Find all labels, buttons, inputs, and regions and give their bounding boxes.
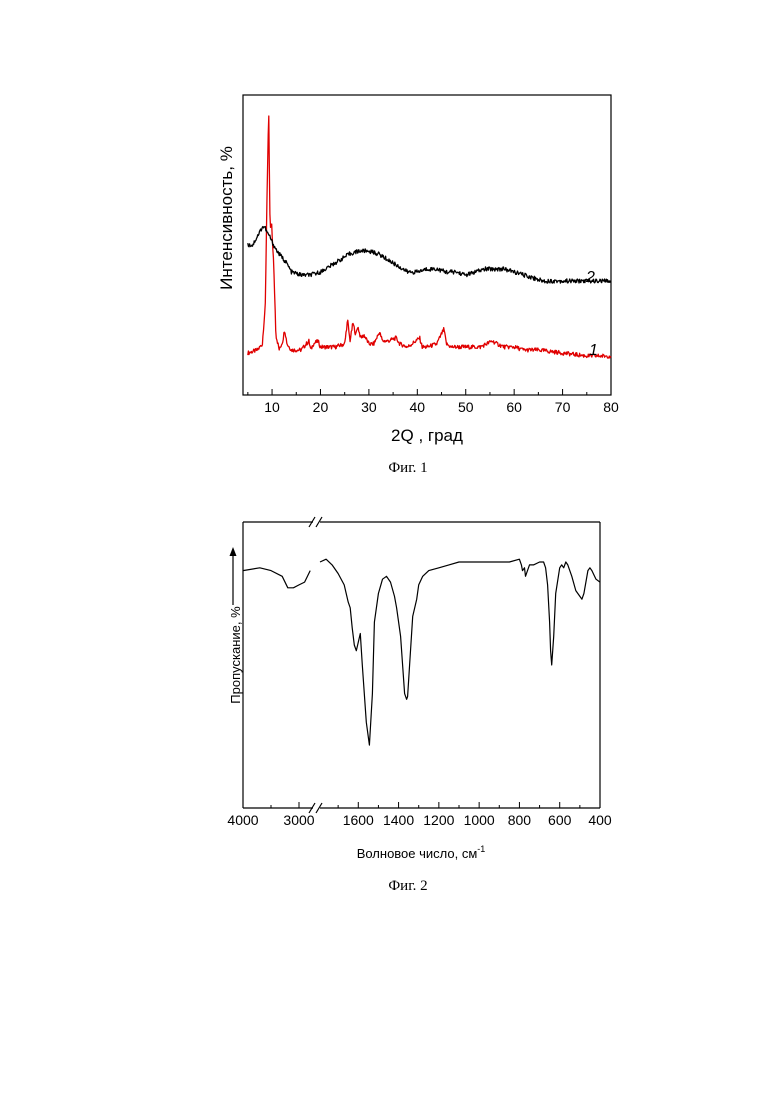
fig2-x-axis-label: Волновое число, см-1 [357,844,486,861]
fig2-spectrum-segment-2 [320,559,600,745]
fig2-series-group [243,559,600,745]
fig2-x-tick-label: 800 [508,812,532,828]
fig2-spectrum-segment-1 [243,568,310,588]
fig2-x-tick-label: 600 [548,812,572,828]
fig1-y-axis-label: Интенсивность, % [217,146,236,290]
fig2-x-tick-label: 1200 [423,812,454,828]
fig2-x-tick-label: 1600 [343,812,374,828]
fig2-x-ticks: 4000 3000 1600 1400 1200 1000 800 600 400 [227,802,611,828]
fig1-series-group [248,116,611,358]
fig1-series-2-line [248,227,611,284]
fig2-x-axis-label-sup: -1 [477,844,485,854]
fig2-caption: Фиг. 2 [388,878,427,894]
fig1-x-tick-label: 60 [506,399,522,415]
figure-2: 4000 3000 1600 1400 1200 1000 800 600 400 Пропус… [227,517,611,894]
fig2-y-axis-label: Пропускание, % [228,606,243,704]
fig2-x-tick-label: 1000 [464,812,495,828]
fig2-x-axis-label-main: Волновое число, см [357,846,478,861]
fig1-x-tick-label: 80 [603,399,619,415]
figure-1: 10 20 30 40 50 60 70 80 2 1 2Q , град Интенсивн… [217,95,619,476]
fig2-y-axis-arrow-icon [230,547,237,605]
fig1-x-tick-label: 40 [410,399,426,415]
fig1-x-axis-label: 2Q , град [391,426,463,445]
fig1-x-tick-label: 70 [555,399,571,415]
fig1-series-label-2: 2 [585,269,595,286]
fig1-x-tick-label: 50 [458,399,474,415]
fig2-x-tick-label: 4000 [227,812,258,828]
fig1-series-1-line [248,116,611,358]
fig1-x-ticks: 10 20 30 40 50 60 70 80 [248,389,619,415]
fig2-x-tick-label: 3000 [283,812,314,828]
fig1-x-tick-label: 30 [361,399,377,415]
fig2-x-tick-label: 400 [588,812,612,828]
fig1-series-label-1: 1 [589,342,598,359]
fig1-caption: Фиг. 1 [388,460,427,476]
fig2-x-tick-label: 1400 [383,812,414,828]
fig1-x-tick-label: 10 [264,399,280,415]
fig1-x-tick-label: 20 [313,399,329,415]
